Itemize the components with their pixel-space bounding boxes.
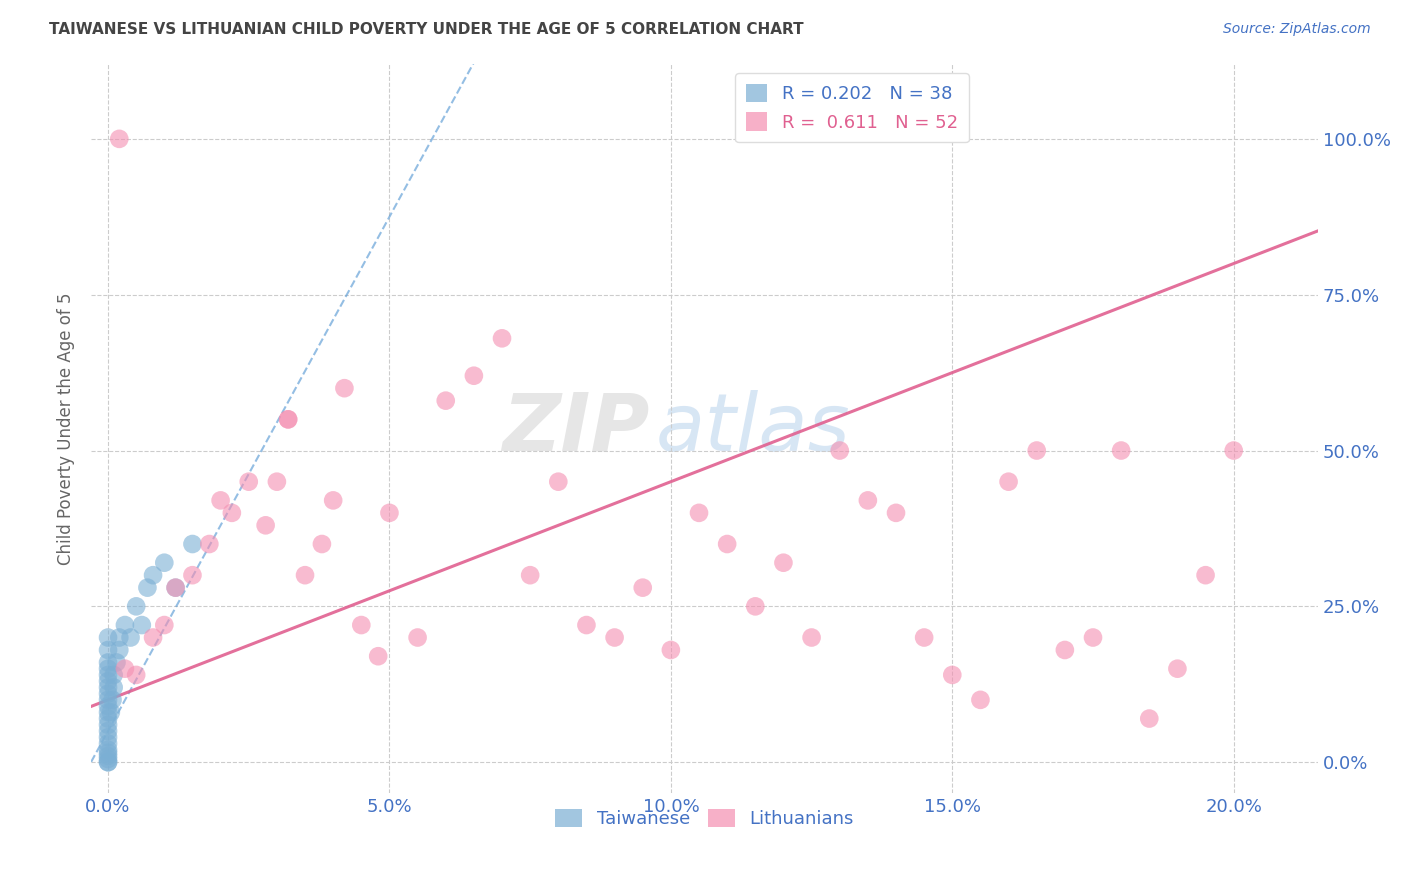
Point [97,752,120,766]
Point [800,631,823,645]
Point [1053,643,1076,657]
Point [120,631,142,645]
Point [97,748,120,763]
Point [575,618,598,632]
Point [108,643,131,657]
Point [105,656,128,670]
Point [100,706,122,720]
Point [153,556,176,570]
Point [254,518,277,533]
Point [294,568,316,582]
Point [125,599,148,614]
Point [97,643,120,657]
Point [333,381,356,395]
Point [108,631,131,645]
Point [277,412,299,426]
Point [97,724,120,739]
Point [209,493,232,508]
Point [266,475,288,489]
Point [198,537,221,551]
Point [153,618,176,632]
Point [181,568,204,582]
Point [744,599,766,614]
Point [97,737,120,751]
Point [547,475,569,489]
Text: Source: ZipAtlas.com: Source: ZipAtlas.com [1223,22,1371,37]
Point [114,662,136,676]
Point [108,132,131,146]
Text: TAIWANESE VS LITHUANIAN CHILD POVERTY UNDER THE AGE OF 5 CORRELATION CHART: TAIWANESE VS LITHUANIAN CHILD POVERTY UN… [49,22,804,37]
Point [97,631,120,645]
Point [103,668,125,682]
Point [406,631,429,645]
Point [142,568,165,582]
Legend: Taiwanese, Lithuanians: Taiwanese, Lithuanians [548,802,862,836]
Point [114,618,136,632]
Point [238,475,260,489]
Point [103,681,125,695]
Point [97,668,120,682]
Text: ZIP: ZIP [502,390,650,467]
Point [941,668,963,682]
Point [97,699,120,714]
Point [1109,443,1132,458]
Point [97,755,120,769]
Point [434,393,457,408]
Point [101,693,124,707]
Point [97,712,120,726]
Point [97,731,120,745]
Point [142,631,165,645]
Point [997,475,1019,489]
Point [688,506,710,520]
Point [277,412,299,426]
Point [491,331,513,345]
Point [1166,662,1188,676]
Point [367,649,389,664]
Point [97,746,120,760]
Point [884,506,907,520]
Point [181,537,204,551]
Point [136,581,159,595]
Point [322,493,344,508]
Point [97,681,120,695]
Point [97,742,120,756]
Point [716,537,738,551]
Point [1194,568,1216,582]
Point [311,537,333,551]
Point [1081,631,1104,645]
Point [659,643,682,657]
Point [519,568,541,582]
Point [378,506,401,520]
Point [97,656,120,670]
Point [165,581,187,595]
Point [912,631,935,645]
Point [97,687,120,701]
Point [603,631,626,645]
Point [1137,712,1160,726]
Point [97,718,120,732]
Point [772,556,794,570]
Point [97,755,120,769]
Point [97,693,120,707]
Point [350,618,373,632]
Point [969,693,991,707]
Point [1025,443,1047,458]
Point [131,618,153,632]
Point [828,443,851,458]
Point [221,506,243,520]
Point [631,581,654,595]
Text: atlas: atlas [655,390,851,467]
Point [125,668,148,682]
Point [1222,443,1244,458]
Point [165,581,187,595]
Point [97,706,120,720]
Point [856,493,879,508]
Point [97,674,120,689]
Point [463,368,485,383]
Y-axis label: Child Poverty Under the Age of 5: Child Poverty Under the Age of 5 [58,293,75,565]
Point [97,662,120,676]
